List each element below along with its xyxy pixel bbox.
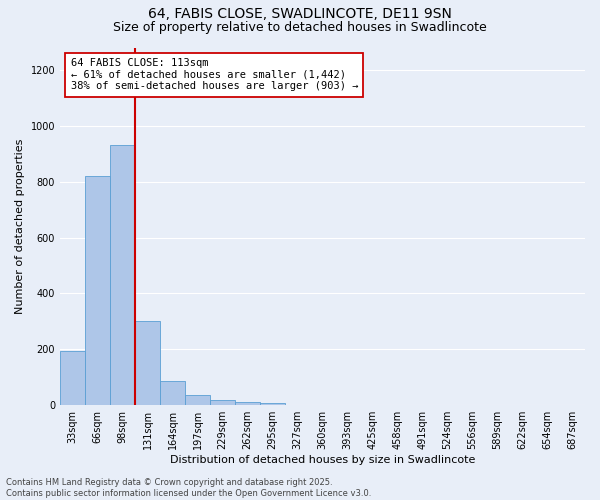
Text: 64, FABIS CLOSE, SWADLINCOTE, DE11 9SN: 64, FABIS CLOSE, SWADLINCOTE, DE11 9SN — [148, 8, 452, 22]
Text: 64 FABIS CLOSE: 113sqm
← 61% of detached houses are smaller (1,442)
38% of semi-: 64 FABIS CLOSE: 113sqm ← 61% of detached… — [71, 58, 358, 92]
Bar — [60, 350, 85, 405]
Text: Contains HM Land Registry data © Crown copyright and database right 2025.
Contai: Contains HM Land Registry data © Crown c… — [6, 478, 371, 498]
Bar — [85, 176, 110, 405]
Bar — [260, 403, 285, 405]
X-axis label: Distribution of detached houses by size in Swadlincote: Distribution of detached houses by size … — [170, 455, 475, 465]
Bar — [110, 146, 135, 405]
Text: Size of property relative to detached houses in Swadlincote: Size of property relative to detached ho… — [113, 21, 487, 34]
Bar — [210, 400, 235, 405]
Y-axis label: Number of detached properties: Number of detached properties — [15, 138, 25, 314]
Bar — [160, 382, 185, 405]
Bar — [135, 322, 160, 405]
Bar — [185, 396, 210, 405]
Bar — [235, 402, 260, 405]
